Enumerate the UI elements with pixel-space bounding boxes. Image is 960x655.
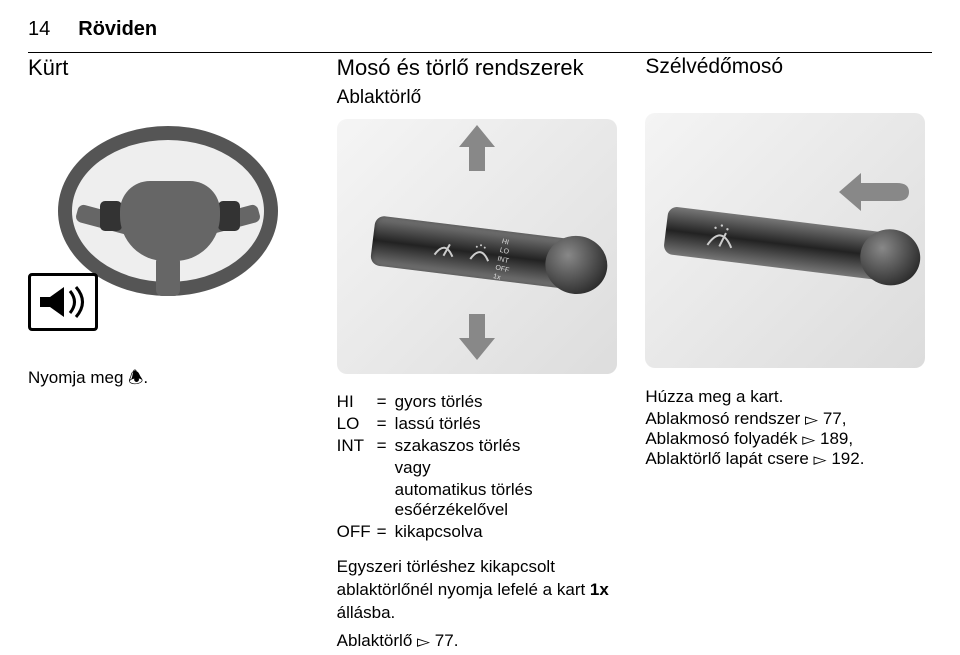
horn-icon	[38, 283, 88, 321]
washer-ref-3: Ablaktörlő lapát csere ▻ 192.	[645, 449, 932, 469]
arrow-up-icon	[459, 125, 495, 171]
body1-b: állásba.	[337, 603, 396, 622]
horn-instruction: Nyomja meg 🕭.	[28, 365, 315, 394]
body1-bold: 1x	[590, 580, 609, 599]
washer-spray-icon	[705, 221, 738, 250]
l1a: Ablakmosó rendszer	[645, 409, 805, 428]
wiper-ref-page: 77.	[430, 631, 458, 650]
def-int-val: szakaszos törlés	[395, 436, 624, 456]
ref-arrow-icon: ▻	[805, 410, 818, 430]
def-lo-val: lassú törlés	[395, 414, 624, 434]
column-wiper: Mosó és törlő rendszerek Ablaktörlő HI L…	[337, 55, 624, 651]
wiper-ref: Ablaktörlő ▻ 77.	[337, 631, 624, 651]
washer-pull-text: Húzza meg a kart.	[645, 386, 932, 409]
def-hi-key: HI	[337, 392, 377, 412]
header-rule	[28, 52, 932, 53]
wheel-button-right	[218, 201, 240, 231]
l3b: 192.	[827, 449, 865, 468]
def-off: OFF = kikapcsolva	[337, 522, 624, 542]
def-off-val: kikapcsolva	[395, 522, 624, 542]
wiper-single-sweep-text: Egyszeri törléshez kikapcsolt ablaktörlő…	[337, 556, 624, 625]
wiper-subtitle: Ablaktörlő	[337, 87, 624, 109]
def-int: INT = szakaszos törlés	[337, 436, 624, 456]
horn-text-before: Nyomja meg	[28, 368, 128, 387]
washer-lever-figure	[645, 113, 925, 368]
body1-a: Egyszeri törléshez kikapcsolt ablaktörlő…	[337, 557, 590, 599]
washer-ref-2: Ablakmosó folyadék ▻ 189,	[645, 429, 932, 449]
def-lo: LO = lassú törlés	[337, 414, 624, 434]
lever-mode-labels: HI LO INT OFF 1x	[492, 237, 516, 284]
content-columns: Kürt Nyomja meg 🕭. Mosó és törlő rendsze…	[28, 55, 932, 651]
eq: =	[377, 414, 395, 434]
def-off-key: OFF	[337, 522, 377, 542]
ref-arrow-icon: ▻	[417, 632, 430, 652]
washer-ref-1: Ablakmosó rendszer ▻ 77,	[645, 409, 932, 429]
wiper-title: Mosó és törlő rendszerek	[337, 55, 624, 81]
page-number: 14	[28, 18, 50, 41]
horn-symbol: 🕭	[128, 368, 143, 387]
wiper-small-icon	[431, 234, 458, 261]
horn-callout	[28, 273, 98, 331]
section-title: Röviden	[78, 18, 157, 41]
def-lo-key: LO	[337, 414, 377, 434]
eq: =	[377, 392, 395, 412]
def-int-key: INT	[337, 436, 377, 456]
def-hi: HI = gyors törlés	[337, 392, 624, 412]
arrow-pull-icon	[839, 173, 909, 211]
horn-title: Kürt	[28, 55, 315, 81]
wheel-button-left	[100, 201, 122, 231]
wiper-ref-label: Ablaktörlő	[337, 631, 417, 650]
washer-small-icon	[466, 239, 493, 266]
l3a: Ablaktörlő lapát csere	[645, 449, 813, 468]
steering-spoke-bottom	[156, 256, 180, 296]
l2b: 189,	[815, 429, 853, 448]
l1b: 77,	[818, 409, 846, 428]
page-header: 14 Röviden	[28, 18, 932, 41]
wiper-lever-figure: HI LO INT OFF 1x	[337, 119, 617, 374]
def-or: vagy	[395, 458, 624, 478]
arrow-down-icon	[459, 314, 495, 360]
eq: =	[377, 522, 395, 542]
horn-text-after: .	[143, 368, 148, 387]
def-hi-val: gyors törlés	[395, 392, 624, 412]
column-washer: Szélvédőmosó Húzza meg a kart. Ablakmosó…	[645, 55, 932, 651]
def-auto: automatikus törlés esőérzékelővel	[395, 480, 624, 520]
washer-title: Szélvédőmosó	[645, 55, 932, 79]
ref-arrow-icon: ▻	[814, 450, 827, 470]
l2a: Ablakmosó folyadék	[645, 429, 802, 448]
steering-hub	[120, 181, 220, 261]
eq: =	[377, 436, 395, 456]
steering-wheel-figure	[28, 121, 308, 331]
column-horn: Kürt Nyomja meg 🕭.	[28, 55, 315, 651]
wiper-mode-list: HI = gyors törlés LO = lassú törlés INT …	[337, 392, 624, 542]
ref-arrow-icon: ▻	[802, 430, 815, 450]
